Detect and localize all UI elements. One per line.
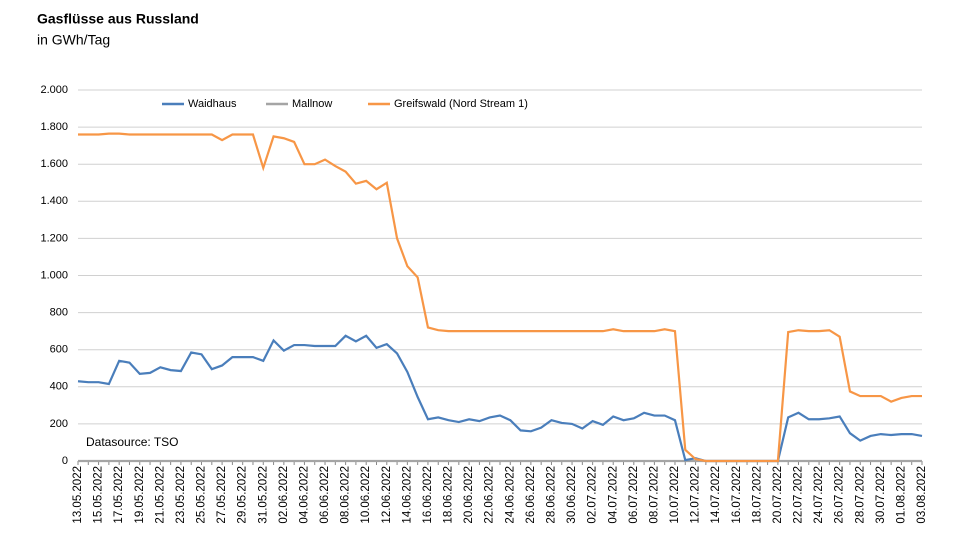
x-tick-label: 17.05.2022 — [113, 466, 125, 524]
x-tick-label: 26.07.2022 — [834, 466, 846, 524]
y-tick-label: 600 — [50, 344, 68, 356]
x-tick-label: 27.05.2022 — [216, 466, 228, 524]
x-tick-label: 28.07.2022 — [854, 466, 866, 524]
legend-label: Mallnow — [292, 98, 332, 110]
x-tick-label: 31.05.2022 — [257, 466, 269, 524]
x-tick-label: 13.05.2022 — [72, 466, 84, 524]
x-tick-label: 29.05.2022 — [237, 466, 249, 524]
x-tick-label: 10.06.2022 — [360, 466, 372, 524]
x-tick-label: 04.07.2022 — [607, 466, 619, 524]
x-tick-label: 20.06.2022 — [463, 466, 475, 524]
x-tick-label: 24.07.2022 — [813, 466, 825, 524]
y-tick-label: 1.800 — [40, 121, 68, 133]
y-tick-label: 200 — [50, 418, 68, 430]
y-tick-label: 0 — [62, 455, 68, 467]
x-tick-label: 22.06.2022 — [484, 466, 496, 524]
x-tick-label: 28.06.2022 — [545, 466, 557, 524]
x-tick-label: 30.07.2022 — [875, 466, 887, 524]
x-tick-label: 06.07.2022 — [628, 466, 640, 524]
y-tick-label: 400 — [50, 381, 68, 393]
y-tick-label: 1.200 — [40, 232, 68, 244]
y-tick-label: 1.000 — [40, 269, 68, 281]
x-tick-label: 24.06.2022 — [504, 466, 516, 524]
x-tick-label: 06.06.2022 — [319, 466, 331, 524]
x-tick-label: 14.06.2022 — [401, 466, 413, 524]
series-line — [77, 334, 923, 463]
chart-subtitle: in GWh/Tag — [37, 32, 110, 48]
x-tick-label: 15.05.2022 — [93, 466, 105, 524]
x-tick-label: 23.05.2022 — [175, 466, 187, 524]
x-tick-label: 16.07.2022 — [731, 466, 743, 524]
x-tick-label: 19.05.2022 — [134, 466, 146, 524]
x-tick-label: 26.06.2022 — [525, 466, 537, 524]
x-tick-label: 08.07.2022 — [648, 466, 660, 524]
x-tick-label: 14.07.2022 — [710, 466, 722, 524]
x-tick-label: 20.07.2022 — [772, 466, 784, 524]
x-tick-label: 03.08.2022 — [916, 466, 928, 524]
x-tick-label: 01.08.2022 — [895, 466, 907, 524]
legend-label: Waidhaus — [188, 98, 237, 110]
chart-title: Gasflüsse aus Russland — [37, 11, 199, 27]
annotation: Datasource: TSO — [86, 435, 178, 449]
legend-label: Greifswald (Nord Stream 1) — [394, 98, 528, 110]
x-tick-label: 30.06.2022 — [566, 466, 578, 524]
y-tick-label: 1.400 — [40, 195, 68, 207]
x-tick-label: 21.05.2022 — [154, 466, 166, 524]
x-tick-label: 04.06.2022 — [298, 466, 310, 524]
x-tick-label: 08.06.2022 — [340, 466, 352, 524]
x-tick-label: 10.07.2022 — [669, 466, 681, 524]
x-tick-label: 12.07.2022 — [690, 466, 702, 524]
series-line — [78, 132, 922, 463]
y-tick-label: 2.000 — [40, 84, 68, 96]
x-tick-label: 02.07.2022 — [587, 466, 599, 524]
x-tick-label: 18.07.2022 — [751, 466, 763, 524]
x-tick-label: 22.07.2022 — [793, 466, 805, 524]
y-tick-label: 800 — [50, 307, 68, 319]
x-tick-label: 02.06.2022 — [278, 466, 290, 524]
y-tick-label: 1.600 — [40, 158, 68, 170]
x-tick-label: 16.06.2022 — [422, 466, 434, 524]
x-tick-label: 12.06.2022 — [381, 466, 393, 524]
x-tick-label: 18.06.2022 — [443, 466, 455, 524]
x-tick-label: 25.05.2022 — [196, 466, 208, 524]
